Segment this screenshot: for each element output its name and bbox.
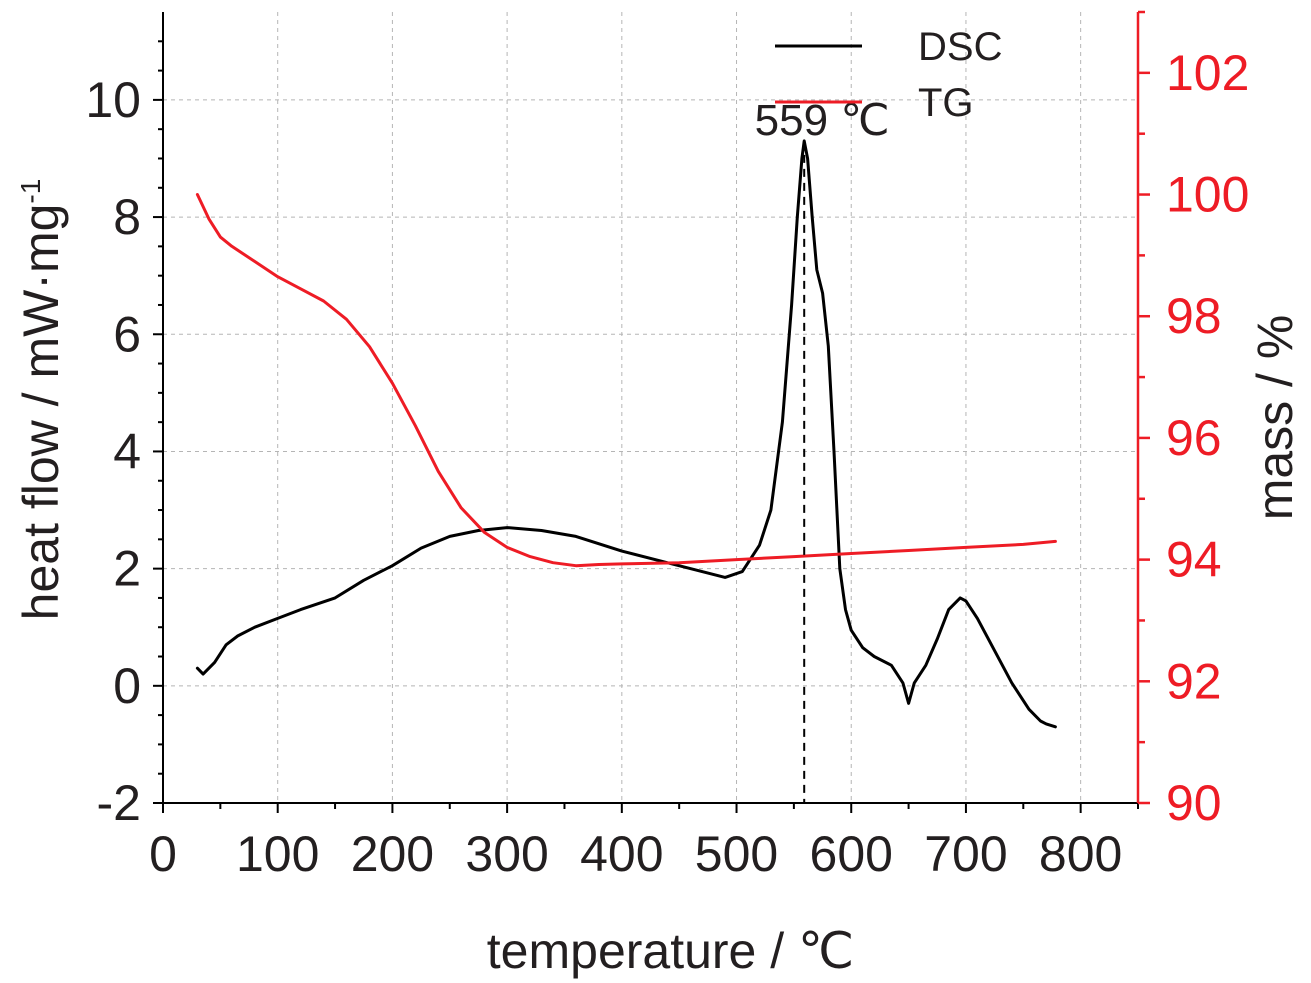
y-left-tick-label: 10 [85,72,141,128]
series-lines [195,139,1057,729]
y-right-tick-label: 102 [1166,45,1249,101]
axis-titles: temperature / ℃ heat flow / mW·mg-1 mass… [13,179,1303,979]
x-tick-label: 400 [580,826,663,882]
y-left-axis-title-main: heat flow / mW·mg [13,204,69,621]
ticks: 0 100 200 300 400 500 600 700 800-20246810909294… [85,10,1249,882]
x-tick-label: 200 [351,826,434,882]
y-left-tick-label: -2 [97,775,141,831]
x-tick-label: 800 [1039,826,1122,882]
x-tick-label: 500 [695,826,778,882]
y-right-tick-label: 98 [1166,288,1222,344]
x-tick-label: 600 [810,826,893,882]
y-right-axis-title: mass / % [1247,315,1303,521]
x-tick-label: 0 [149,826,177,882]
y-left-tick-label: 0 [113,658,141,714]
series-line-dsc [195,139,1057,729]
y-left-axis-title: heat flow / mW·mg-1 [13,179,69,621]
peak-annotation: 559 ℃ [755,96,890,803]
x-tick-label: 100 [236,826,319,882]
x-tick-label: 700 [924,826,1007,882]
y-left-tick-label: 4 [113,423,141,479]
legend: DSC TG [775,25,1002,125]
y-right-tick-label: 100 [1166,167,1249,223]
legend-label-dsc: DSC [918,25,1002,69]
x-axis-title: temperature / ℃ [487,923,854,979]
peak-label: 559 ℃ [755,96,890,145]
axes [162,12,1140,804]
y-right-tick-label: 92 [1166,653,1222,709]
y-right-tick-label: 90 [1166,775,1222,831]
y-left-axis-title-sup: -1 [15,179,46,204]
series-line-tg [195,193,1057,568]
y-left-tick-label: 2 [113,541,141,597]
y-right-tick-label: 96 [1166,410,1222,466]
legend-label-tg: TG [918,81,974,125]
grid-lines [163,12,1138,803]
x-tick-label: 300 [465,826,548,882]
y-left-tick-label: 6 [113,306,141,362]
y-right-tick-label: 94 [1166,532,1222,588]
y-left-tick-label: 8 [113,189,141,245]
